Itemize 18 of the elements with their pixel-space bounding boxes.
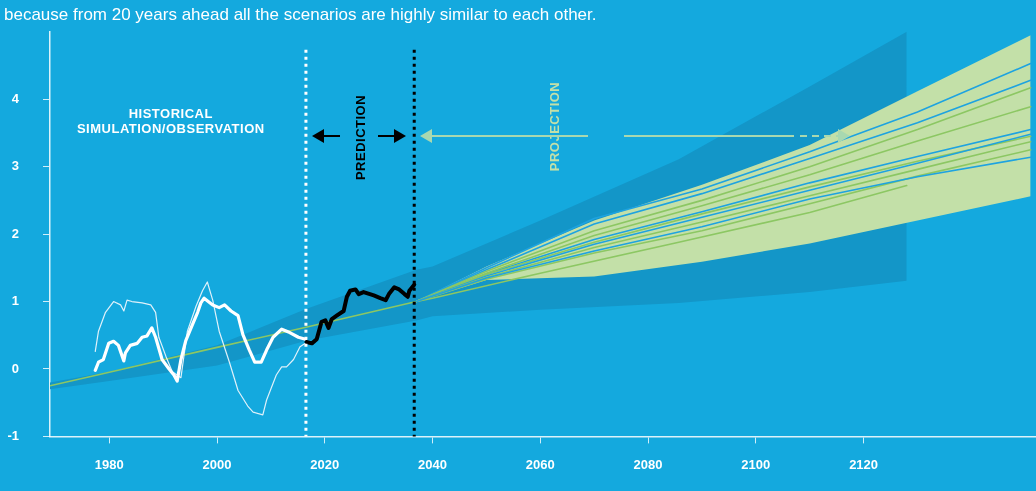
x-tick-label: 1980 [94,456,124,472]
y-tick-label: 0 [11,360,19,376]
chart-title: because from 20 years ahead all the scenarios are highly similar to each other. [4,5,597,25]
annotation: HISTORICAL SIMULATION/OBSERVATION [75,105,266,136]
x-tick-label: 2040 [418,456,448,472]
y-tick-label: 3 [11,158,19,174]
x-tick-label: 2120 [849,456,879,472]
annotation: PROJECTION [546,81,562,174]
y-tick-label: 2 [11,225,19,241]
y-tick-label: 4 [11,90,20,106]
x-tick-label: 2080 [633,456,663,472]
x-tick-label: 2020 [310,456,340,472]
x-tick-label: 2060 [525,456,555,472]
y-tick-label: -1 [7,427,19,443]
annotation: PREDICTION [352,93,368,182]
x-tick-label: 2100 [741,456,771,472]
x-tick-label: 2000 [202,456,232,472]
y-tick-label: 1 [11,293,19,309]
